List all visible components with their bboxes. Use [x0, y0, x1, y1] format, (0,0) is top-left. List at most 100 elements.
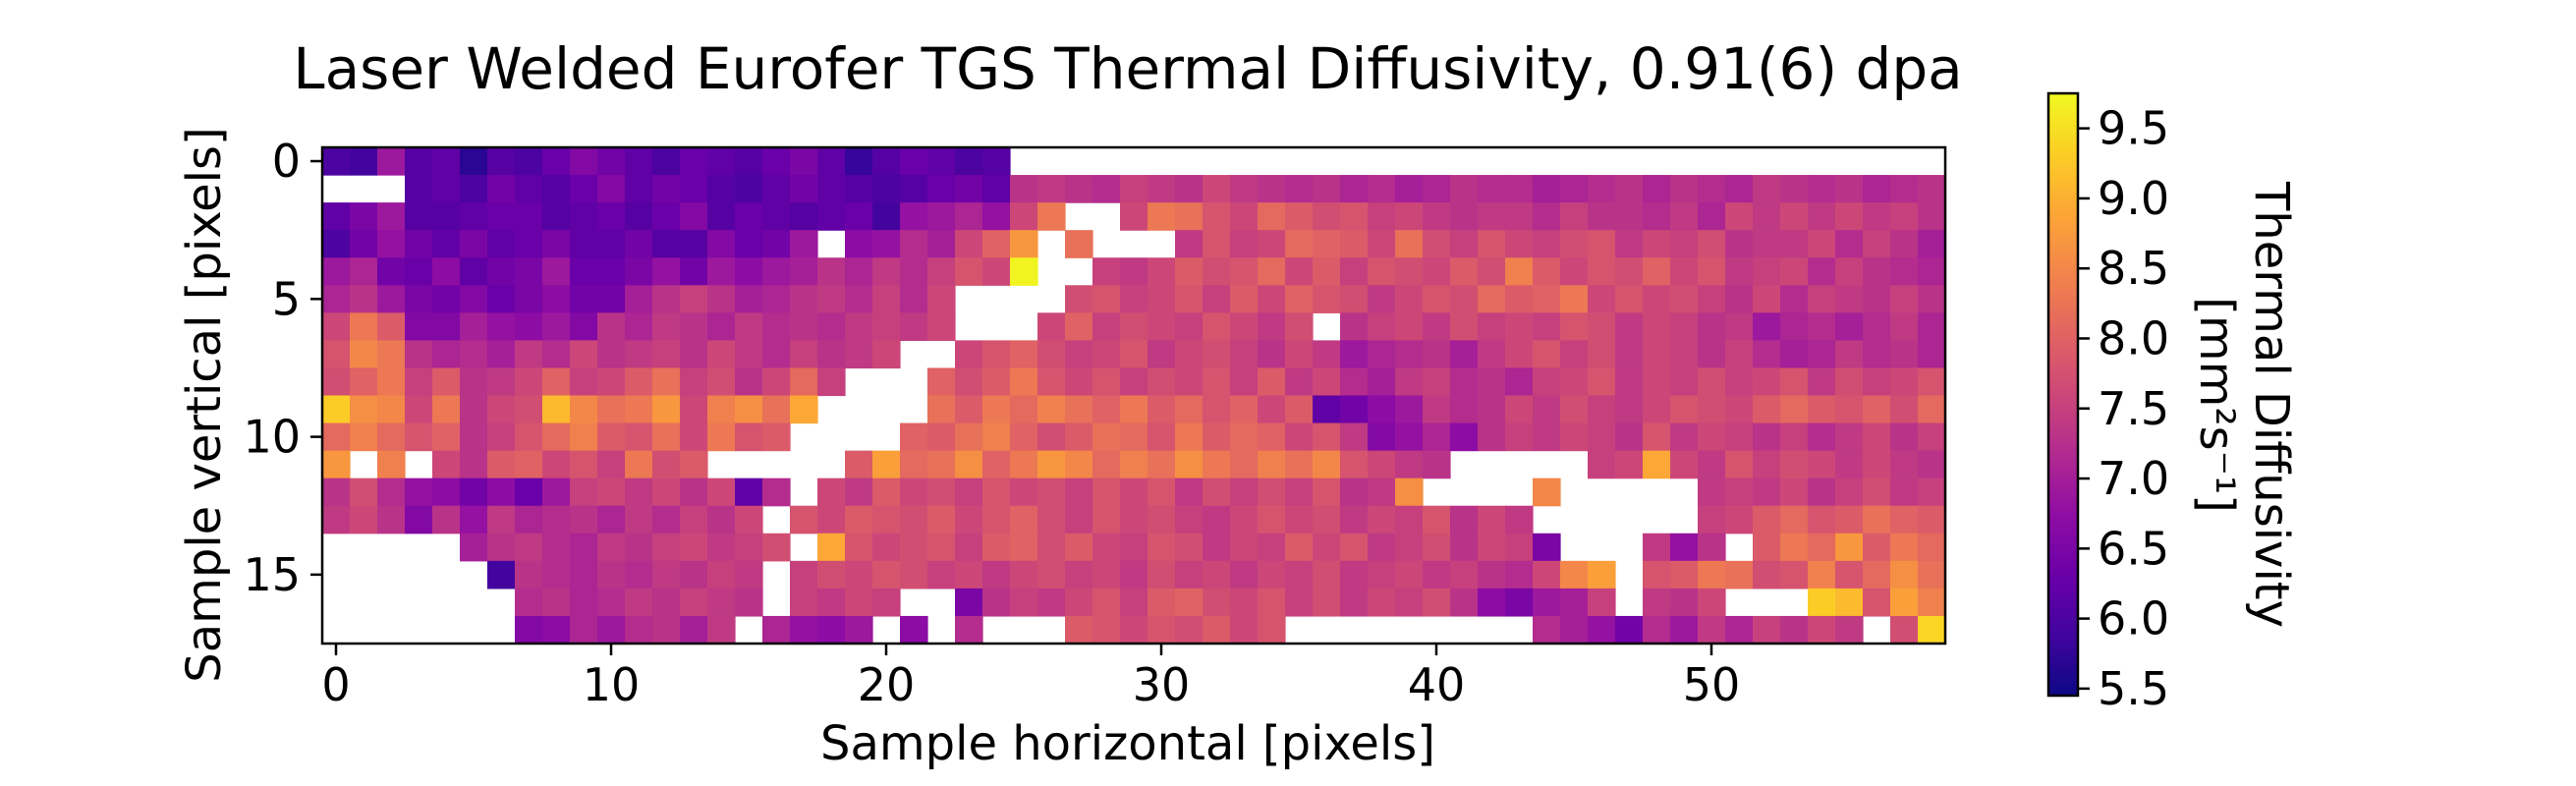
heatmap-cell	[1533, 588, 1561, 617]
heatmap-cell	[322, 450, 351, 479]
heatmap-cell	[1808, 202, 1836, 231]
heatmap-cell	[1918, 533, 1946, 562]
heatmap-cell	[1588, 422, 1616, 452]
heatmap-cell	[460, 477, 488, 507]
heatmap-cell	[1313, 395, 1341, 424]
heatmap-cell	[680, 175, 708, 203]
heatmap-cell	[1670, 230, 1699, 258]
heatmap-cell	[1615, 450, 1644, 479]
heatmap-cell	[542, 147, 571, 176]
colorbar-label: Thermal Diffusivity	[2244, 181, 2299, 628]
heatmap-cell	[845, 505, 873, 534]
heatmap-cell	[432, 395, 461, 424]
heatmap-cell	[1615, 422, 1644, 452]
heatmap-cell	[625, 615, 653, 645]
heatmap-cell	[1808, 533, 1836, 562]
heatmap-cell	[570, 285, 598, 313]
heatmap-cell	[1285, 285, 1314, 313]
heatmap-cell	[1670, 450, 1699, 479]
heatmap-cell	[1698, 257, 1726, 286]
heatmap-cell	[927, 285, 956, 313]
heatmap-cell	[1395, 312, 1424, 341]
heatmap-cell	[1478, 422, 1506, 452]
heatmap-cell	[542, 615, 571, 645]
heatmap-cell	[1092, 367, 1121, 397]
heatmap-cell	[322, 395, 351, 424]
heatmap-cell	[900, 560, 928, 590]
heatmap-cell	[845, 560, 873, 590]
heatmap-cell	[1258, 588, 1286, 617]
heatmap-cell	[1698, 312, 1726, 341]
heatmap-cell	[1560, 560, 1589, 590]
x-tick-label: 0	[321, 658, 350, 711]
heatmap-cell	[377, 505, 406, 534]
heatmap-cell	[652, 147, 681, 176]
heatmap-cell	[625, 147, 653, 176]
heatmap-cell	[817, 560, 846, 590]
heatmap-cell	[597, 560, 626, 590]
heatmap-cell	[1698, 422, 1726, 452]
heatmap-cell	[1780, 312, 1809, 341]
heatmap-cell	[460, 395, 488, 424]
heatmap-cell	[982, 450, 1011, 479]
heatmap-cell	[1753, 285, 1781, 313]
heatmap-cell	[680, 422, 708, 452]
heatmap-cell	[1670, 422, 1699, 452]
heatmap-cell	[1808, 285, 1836, 313]
heatmap-cell	[1533, 175, 1561, 203]
heatmap-cell	[955, 257, 983, 286]
heatmap-cell	[405, 230, 433, 258]
heatmap-cell	[790, 175, 818, 203]
heatmap-cell	[680, 477, 708, 507]
heatmap-cell	[762, 367, 791, 397]
heatmap-cell	[982, 560, 1011, 590]
heatmap-cell	[1423, 588, 1451, 617]
heatmap-cell	[1340, 560, 1369, 590]
heatmap-cell	[790, 340, 818, 369]
heatmap-cell	[1863, 202, 1891, 231]
heatmap-cell	[1258, 230, 1286, 258]
heatmap-cell	[1725, 422, 1754, 452]
heatmap-cell	[1890, 395, 1919, 424]
heatmap-cell	[460, 450, 488, 479]
heatmap-cell	[377, 477, 406, 507]
heatmap-cell	[625, 533, 653, 562]
heatmap-cell	[1230, 230, 1259, 258]
heatmap-cell	[872, 147, 901, 176]
heatmap-cell	[1423, 230, 1451, 258]
heatmap-cell	[1423, 312, 1451, 341]
heatmap-cell	[597, 312, 626, 341]
heatmap-cell	[1725, 395, 1754, 424]
heatmap-cell	[1615, 340, 1644, 369]
heatmap-cell	[707, 202, 736, 231]
heatmap-cell	[1918, 285, 1946, 313]
heatmap-cell	[1368, 505, 1396, 534]
heatmap-cell	[1203, 257, 1231, 286]
heatmap-cell	[570, 340, 598, 369]
heatmap-cell	[1065, 340, 1093, 369]
heatmap-cell	[1120, 175, 1148, 203]
heatmap-cell	[1918, 395, 1946, 424]
heatmap-cell	[542, 202, 571, 231]
heatmap-cell	[1285, 450, 1314, 479]
heatmap-cell	[1230, 202, 1259, 231]
heatmap-cell	[1835, 367, 1864, 397]
heatmap-cell	[1808, 505, 1836, 534]
heatmap-cell	[1313, 477, 1341, 507]
heatmap-cell	[350, 422, 378, 452]
heatmap-cell	[1615, 615, 1644, 645]
heatmap-cell	[1395, 367, 1424, 397]
heatmap-cell	[1037, 505, 1066, 534]
heatmap-cell	[1148, 533, 1176, 562]
heatmap-cell	[1175, 422, 1204, 452]
heatmap-cell	[405, 395, 433, 424]
heatmap-cell	[900, 505, 928, 534]
heatmap-cell	[1148, 505, 1176, 534]
heatmap-cell	[1918, 367, 1946, 397]
heatmap-cell	[515, 477, 543, 507]
heatmap-cell	[405, 312, 433, 341]
heatmap-cell	[322, 147, 351, 176]
heatmap-cell	[625, 422, 653, 452]
heatmap-cell	[597, 285, 626, 313]
heatmap-cell	[1313, 175, 1341, 203]
